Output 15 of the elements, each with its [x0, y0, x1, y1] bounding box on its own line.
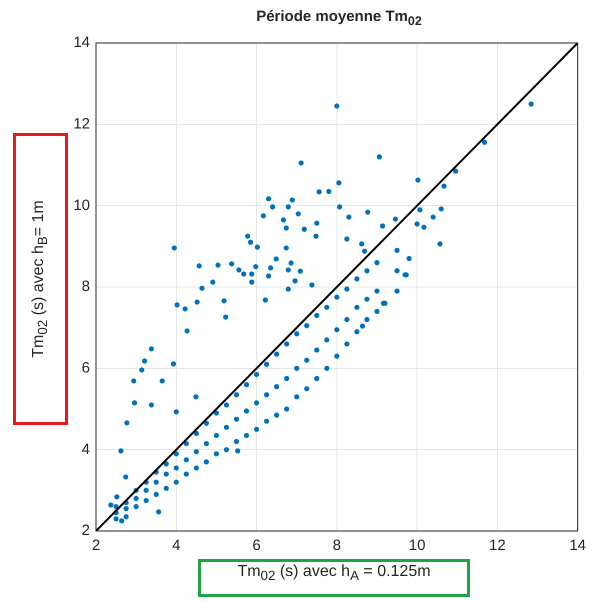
x-axis-title: Tm$_{02}$ (s) avec h$_{A}$ = 0.125m	[236, 563, 432, 584]
chart-title: Période moyenne Tm$_{02}$	[255, 8, 423, 28]
x-tick-label: 4	[172, 537, 180, 554]
y-tick-label: 14	[73, 34, 90, 52]
x-tick-label: 6	[252, 537, 261, 554]
y-tick-label: 6	[82, 359, 90, 376]
x-tick-label: 8	[332, 537, 341, 554]
x-tick-label: 14	[569, 537, 586, 554]
y-tick-label: 2	[82, 522, 90, 540]
x-tick-label: 12	[489, 537, 506, 554]
y-tick-label: 8	[82, 278, 90, 296]
x-tick-label: 10	[408, 537, 426, 554]
y-tick-label: 12	[73, 115, 90, 132]
y-tick-label: 4	[82, 440, 90, 458]
y-tick-label: 10	[73, 196, 90, 214]
